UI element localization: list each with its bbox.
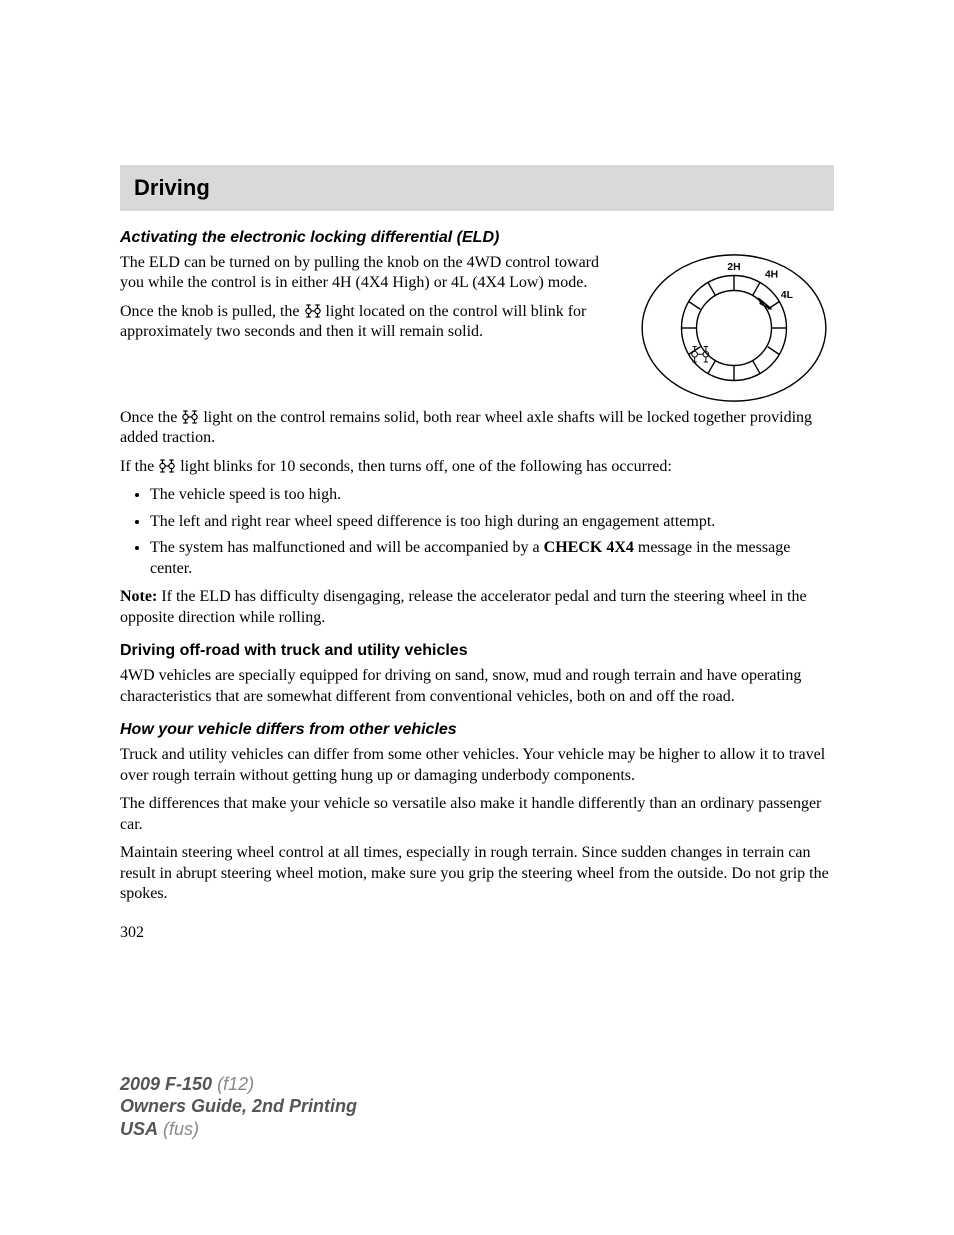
dial-figure: 2H 4H 4L [614,253,834,408]
eld-note: Note: If the ELD has difficulty disengag… [120,587,834,628]
footer: 2009 F-150 (f12) Owners Guide, 2nd Print… [120,1073,357,1141]
footer-line-3: USA (fus) [120,1118,357,1141]
footer-code1: (f12) [212,1074,254,1094]
footer-line-2: Owners Guide, 2nd Printing [120,1095,357,1118]
heading-eld: Activating the electronic locking differ… [120,229,834,247]
bullet-3-bold: CHECK 4X4 [544,539,634,556]
section-header-band: Driving [120,165,834,211]
eld-p3: Once the light on the control remains so… [120,408,834,449]
offroad-p1: 4WD vehicles are specially equipped for … [120,666,834,707]
heading-differs: How your vehicle differs from other vehi… [120,721,834,739]
bullet-3a: The system has malfunctioned and will be… [150,539,544,556]
footer-model: 2009 F-150 [120,1074,212,1094]
eld-p3b: light on the control remains solid, both… [120,409,812,446]
diff-lock-icon [304,303,322,321]
eld-p4b: light blinks for 10 seconds, then turns … [180,458,672,475]
differs-p1: Truck and utility vehicles can differ fr… [120,745,834,786]
diff-lock-icon [181,409,199,427]
diff-lock-icon [158,458,176,476]
note-label: Note: [120,588,157,605]
bullet-item: The left and right rear wheel speed diff… [150,512,834,532]
dial-svg: 2H 4H 4L [634,253,834,403]
footer-region: USA [120,1119,158,1139]
page-title: Driving [134,175,820,201]
eld-p2a: Once the knob is pulled, the [120,303,304,320]
bullet-item: The vehicle speed is too high. [150,485,834,505]
heading-offroad: Driving off-road with truck and utility … [120,642,834,660]
dial-label-2h: 2H [727,262,740,273]
footer-code2: (fus) [158,1119,199,1139]
eld-p4: If the light blinks for 10 seconds, then… [120,457,834,477]
dial-label-4h: 4H [765,269,778,280]
eld-p3a: Once the [120,409,181,426]
note-body: If the ELD has difficulty disengaging, r… [120,588,807,625]
page-number: 302 [120,924,834,942]
eld-bullet-list: The vehicle speed is too high. The left … [150,485,834,579]
eld-p4a: If the [120,458,158,475]
bullet-item: The system has malfunctioned and will be… [150,538,834,579]
dial-label-4l: 4L [781,290,793,301]
footer-line-1: 2009 F-150 (f12) [120,1073,357,1096]
differs-p2: The differences that make your vehicle s… [120,794,834,835]
differs-p3: Maintain steering wheel control at all t… [120,843,834,904]
